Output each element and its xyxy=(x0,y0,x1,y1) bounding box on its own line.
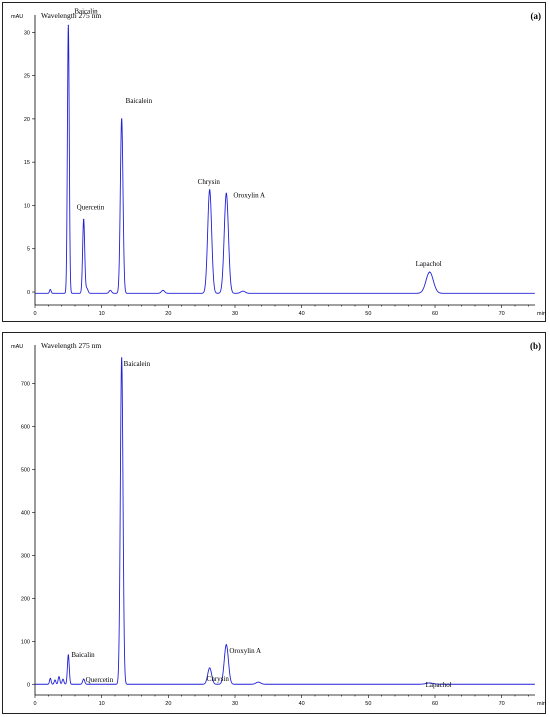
chromatogram-panel-a: 0 10 20 30 40 50 60 70 min 0 5 10 15 20 25 30 mAU Wavelen… xyxy=(2,2,546,322)
y-unit-label-b: mAU xyxy=(11,344,23,350)
x-tick-label-a: 70 xyxy=(499,311,505,317)
x-unit-label-a: min xyxy=(537,311,546,317)
y-tick-label-b: 700 xyxy=(21,382,30,388)
peak-point-a xyxy=(67,24,69,26)
peak-label-b: Chrysin xyxy=(207,675,230,683)
y-tick-label-b: 300 xyxy=(21,553,30,559)
peak-label-a: Baicalin xyxy=(74,7,98,15)
wavelength-label-a: Wavelength 275 nm xyxy=(41,11,101,20)
peak-label-a: Quercetin xyxy=(77,203,105,211)
wavelength-label-b: Wavelength 275 nm xyxy=(41,341,101,350)
x-tick-label-a: 50 xyxy=(365,311,371,317)
chromatogram-trace-b xyxy=(35,357,535,685)
x-tick-label-a: 60 xyxy=(432,311,438,317)
chart-a-svg: 0 10 20 30 40 50 60 70 min 0 5 10 15 20 25 30 mAU Wavelen… xyxy=(11,7,546,317)
x-tick-label-a: 40 xyxy=(299,311,305,317)
x-tick-label-a: 30 xyxy=(232,311,238,317)
peak-label-a: Lapachol xyxy=(416,260,442,268)
peak-label-b: Oroxylin A xyxy=(229,647,261,655)
y-tick-label-b: 600 xyxy=(21,425,30,431)
x-tick-label-b: 60 xyxy=(432,701,438,707)
x-tick-label-b: 40 xyxy=(299,701,305,707)
chromatogram-panel-b: 0 10 20 30 40 50 60 70 min 0 100 200 300 400 500 600 700… xyxy=(2,332,546,714)
peak-label-a: Oroxylin A xyxy=(233,191,265,199)
x-tick-label-a: 10 xyxy=(99,311,105,317)
x-tick-label-b: 70 xyxy=(499,701,505,707)
peak-label-b: Lapachol xyxy=(426,681,452,689)
x-unit-label-b: min xyxy=(537,701,546,707)
peak-point-b xyxy=(121,357,123,359)
y-tick-label-b: 400 xyxy=(21,510,30,516)
peak-label-a: Chrysin xyxy=(198,178,221,186)
panel-label-b: (b) xyxy=(530,341,541,351)
peak-point-b xyxy=(209,667,211,669)
peak-point-a xyxy=(209,189,211,191)
x-tick-label-b: 50 xyxy=(365,701,371,707)
x-tick-label-b: 10 xyxy=(99,701,105,707)
peak-label-b: Baicalein xyxy=(124,360,151,368)
chromatogram-trace-a xyxy=(35,25,535,294)
peak-point-a xyxy=(83,218,85,220)
peak-point-a xyxy=(429,271,431,273)
x-tick-label-a: 0 xyxy=(33,311,36,317)
x-tick-label-b: 30 xyxy=(232,701,238,707)
panel-label-a: (a) xyxy=(531,11,542,21)
peak-label-b: Baicalin xyxy=(71,651,95,659)
peak-point-b xyxy=(67,654,69,656)
y-tick-label-a: 30 xyxy=(24,30,30,36)
y-tick-label-a: 25 xyxy=(24,74,30,80)
y-tick-label-a: 20 xyxy=(24,117,30,123)
y-tick-label-b: 500 xyxy=(21,468,30,474)
y-tick-label-b: 200 xyxy=(21,596,30,602)
peak-point-a xyxy=(121,118,123,120)
x-tick-label-b: 0 xyxy=(33,701,36,707)
y-tick-label-a: 0 xyxy=(27,290,30,296)
x-tick-label-b: 20 xyxy=(165,701,171,707)
peak-label-a: Baicalein xyxy=(126,97,153,105)
y-tick-label-b: 0 xyxy=(27,682,30,688)
peak-point-a xyxy=(225,192,227,194)
y-tick-label-a: 5 xyxy=(27,247,30,253)
chart-b-svg: 0 10 20 30 40 50 60 70 min 0 100 200 300 400 500 600 700… xyxy=(11,341,546,707)
x-tick-label-a: 20 xyxy=(165,311,171,317)
peak-point-b xyxy=(83,678,85,680)
peak-point-b xyxy=(225,644,227,646)
peak-label-b: Quercetin xyxy=(86,676,114,684)
y-tick-label-b: 100 xyxy=(21,639,30,645)
y-tick-label-a: 10 xyxy=(24,203,30,209)
y-tick-label-a: 15 xyxy=(24,160,30,166)
peak-point-b xyxy=(429,682,431,684)
y-unit-label-a: mAU xyxy=(11,14,23,20)
